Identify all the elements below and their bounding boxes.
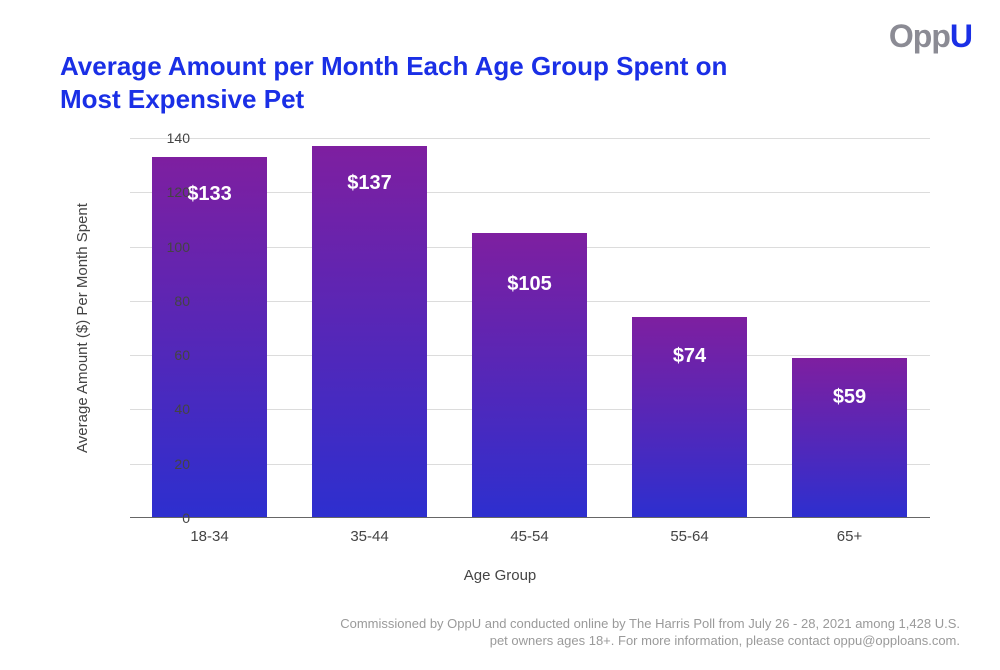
logo-part2: U [950,18,972,54]
x-axis-label: Age Group [60,567,940,584]
plot-region: $133$137$105$74$59 02040608010012014018-… [130,138,930,518]
y-tick-label: 140 [130,130,190,146]
bar: $105 [472,233,587,518]
page-root: OppU Average Amount per Month Each Age G… [0,0,1000,670]
chart-area: Average Amount ($) Per Month Spent $133$… [60,128,940,578]
y-tick-label: 60 [130,347,190,363]
y-tick-label: 100 [130,239,190,255]
y-tick-label: 20 [130,456,190,472]
x-tick-label: 45-54 [510,528,548,545]
x-tick-label: 35-44 [350,528,388,545]
y-tick-label: 0 [130,510,190,526]
logo: OppU [889,18,972,55]
x-tick-label: 18-34 [190,528,228,545]
bar-value-label: $59 [833,386,866,409]
bar: $137 [312,146,427,518]
footnote: Commissioned by OppU and conducted onlin… [320,615,960,650]
x-axis-line [130,517,930,518]
chart-title: Average Amount per Month Each Age Group … [60,50,760,115]
x-tick-label: 65+ [837,528,862,545]
bar-value-label: $137 [347,172,392,195]
bar-value-label: $105 [507,273,552,296]
y-tick-label: 40 [130,401,190,417]
bar-value-label: $74 [673,345,706,368]
y-tick-label: 120 [130,184,190,200]
bar-value-label: $133 [187,183,232,206]
y-tick-label: 80 [130,293,190,309]
bar: $74 [632,317,747,518]
logo-part1: Opp [889,18,950,54]
bars-container: $133 $137 $105 $74 $59 [130,138,930,518]
x-tick-label: 55-64 [670,528,708,545]
y-axis-label: Average Amount ($) Per Month Spent [74,203,91,453]
bar: $59 [792,358,907,518]
